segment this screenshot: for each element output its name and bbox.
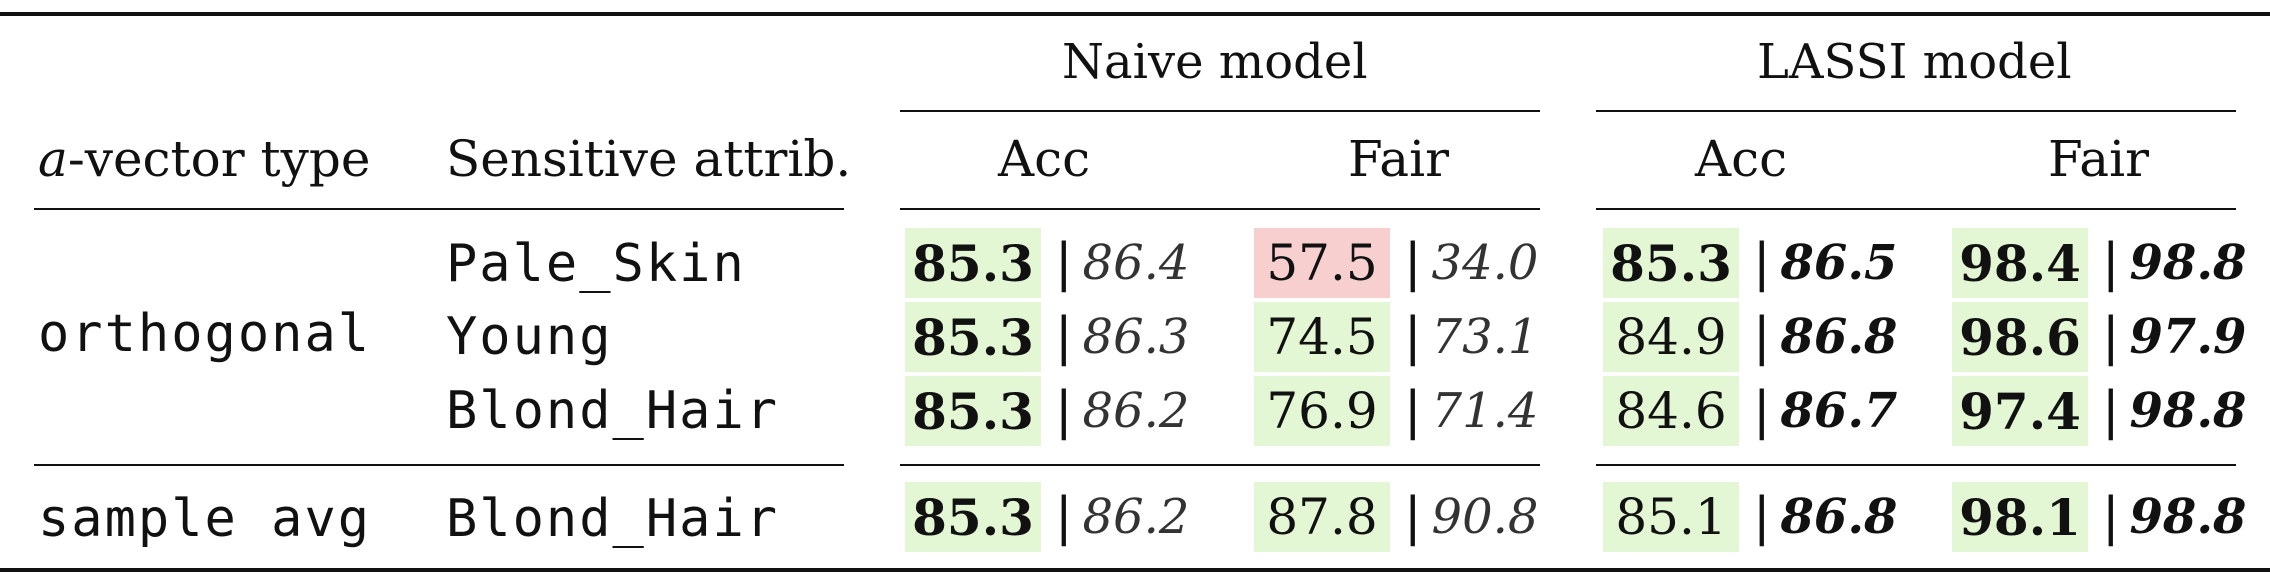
lassi-acc-alt: 86.7 bbox=[1780, 383, 1898, 439]
separator: | bbox=[1055, 381, 1073, 441]
lassi-fair-alt: 98.8 bbox=[2129, 383, 2247, 439]
naive-fair-main: 76.9 bbox=[1254, 376, 1390, 446]
naive-fair-main: 74.5 bbox=[1254, 302, 1390, 372]
lassi-acc-header: Acc bbox=[1695, 130, 1788, 188]
separator: | bbox=[2102, 233, 2120, 293]
naive-acc-main: 85.3 bbox=[905, 376, 1041, 446]
naive-fair-header: Fair bbox=[1348, 130, 1450, 188]
naive-model-header: Naive model bbox=[1062, 34, 1368, 90]
table-row: 84.6 | 86.7 bbox=[1603, 376, 1897, 446]
separator: | bbox=[1055, 233, 1073, 293]
lassi-acc-main: 85.3 bbox=[1603, 228, 1739, 298]
naive-fair-alt: 73.1 bbox=[1431, 309, 1539, 365]
attrib-blond-hair: Blond_Hair bbox=[446, 381, 780, 441]
naive-fair-alt: 90.8 bbox=[1431, 489, 1539, 545]
table-row: 98.1 | 98.8 bbox=[1952, 482, 2246, 552]
naive-acc-alt: 86.2 bbox=[1082, 383, 1190, 439]
table-row: 74.5 | 73.1 bbox=[1254, 302, 1538, 372]
table-row: 85.3 | 86.4 bbox=[905, 228, 1189, 298]
attrib-pale-skin: Pale_Skin bbox=[446, 234, 746, 294]
vector-type-sample-avg: sample avg bbox=[38, 489, 372, 549]
lassi-acc-alt: 86.5 bbox=[1780, 235, 1898, 291]
separator: | bbox=[1753, 487, 1771, 547]
separator: | bbox=[2102, 487, 2120, 547]
a-symbol: a bbox=[38, 130, 68, 188]
lassi-cmidrule bbox=[1596, 110, 2236, 112]
lassi-fair-main: 98.4 bbox=[1952, 228, 2088, 298]
table-row: 98.4 | 98.8 bbox=[1952, 228, 2246, 298]
table-row: 98.6 | 97.9 bbox=[1952, 302, 2246, 372]
separator: | bbox=[1055, 487, 1073, 547]
lassi-fair-alt: 98.8 bbox=[2129, 235, 2247, 291]
separator: | bbox=[1404, 487, 1422, 547]
vector-type-label: -vector type bbox=[67, 130, 371, 188]
naive-acc-alt: 86.3 bbox=[1082, 309, 1190, 365]
naive-fair-alt: 71.4 bbox=[1431, 383, 1539, 439]
lassi-fair-header: Fair bbox=[2048, 130, 2150, 188]
lassi-acc-main: 85.1 bbox=[1603, 482, 1739, 552]
table-row: 85.3 | 86.2 bbox=[905, 482, 1189, 552]
separator: | bbox=[1753, 307, 1771, 367]
table-row: 85.1 | 86.8 bbox=[1603, 482, 1897, 552]
table-row: 76.9 | 71.4 bbox=[1254, 376, 1538, 446]
lassi-fair-alt: 98.8 bbox=[2129, 489, 2247, 545]
naive-acc-header: Acc bbox=[998, 130, 1091, 188]
group-rule-lassi bbox=[1596, 464, 2236, 466]
separator: | bbox=[1404, 381, 1422, 441]
separator: | bbox=[1404, 233, 1422, 293]
header-rule-left bbox=[34, 208, 844, 210]
naive-fair-main: 87.8 bbox=[1254, 482, 1390, 552]
table-row: 85.3 | 86.5 bbox=[1603, 228, 1897, 298]
vector-type-orthogonal: orthogonal bbox=[38, 304, 372, 364]
group-rule-naive bbox=[900, 464, 1540, 466]
lassi-fair-alt: 97.9 bbox=[2129, 309, 2247, 365]
table-row: 97.4 | 98.8 bbox=[1952, 376, 2246, 446]
naive-fair-main: 57.5 bbox=[1254, 228, 1390, 298]
lassi-fair-main: 98.1 bbox=[1952, 482, 2088, 552]
naive-acc-alt: 86.4 bbox=[1082, 235, 1190, 291]
naive-cmidrule bbox=[900, 110, 1540, 112]
table-row: 85.3 | 86.3 bbox=[905, 302, 1189, 372]
header-rule-lassi bbox=[1596, 208, 2236, 210]
separator: | bbox=[1753, 233, 1771, 293]
bottom-rule bbox=[0, 568, 2270, 572]
separator: | bbox=[1055, 307, 1073, 367]
sensitive-attrib-header: Sensitive attrib. bbox=[446, 130, 852, 188]
lassi-model-header: LASSI model bbox=[1757, 34, 2072, 90]
vector-type-header: a-vector type bbox=[38, 134, 370, 184]
naive-acc-main: 85.3 bbox=[905, 482, 1041, 552]
table-row: 85.3 | 86.2 bbox=[905, 376, 1189, 446]
table-row: 84.9 | 86.8 bbox=[1603, 302, 1897, 372]
separator: | bbox=[1404, 307, 1422, 367]
separator: | bbox=[2102, 307, 2120, 367]
separator: | bbox=[1753, 381, 1771, 441]
group-rule-left bbox=[34, 464, 844, 466]
attrib-young: Young bbox=[446, 307, 613, 367]
table-row: 87.8 | 90.8 bbox=[1254, 482, 1538, 552]
lassi-acc-main: 84.9 bbox=[1603, 302, 1739, 372]
naive-acc-main: 85.3 bbox=[905, 302, 1041, 372]
lassi-fair-main: 97.4 bbox=[1952, 376, 2088, 446]
lassi-acc-main: 84.6 bbox=[1603, 376, 1739, 446]
lassi-acc-alt: 86.8 bbox=[1780, 489, 1898, 545]
attrib-blond-hair-sample: Blond_Hair bbox=[446, 489, 780, 549]
table-row: 57.5 | 34.0 bbox=[1254, 228, 1538, 298]
separator: | bbox=[2102, 381, 2120, 441]
naive-acc-alt: 86.2 bbox=[1082, 489, 1190, 545]
header-rule-naive bbox=[900, 208, 1540, 210]
lassi-fair-main: 98.6 bbox=[1952, 302, 2088, 372]
lassi-acc-alt: 86.8 bbox=[1780, 309, 1898, 365]
top-rule bbox=[0, 12, 2270, 16]
naive-acc-main: 85.3 bbox=[905, 228, 1041, 298]
naive-fair-alt: 34.0 bbox=[1431, 235, 1539, 291]
